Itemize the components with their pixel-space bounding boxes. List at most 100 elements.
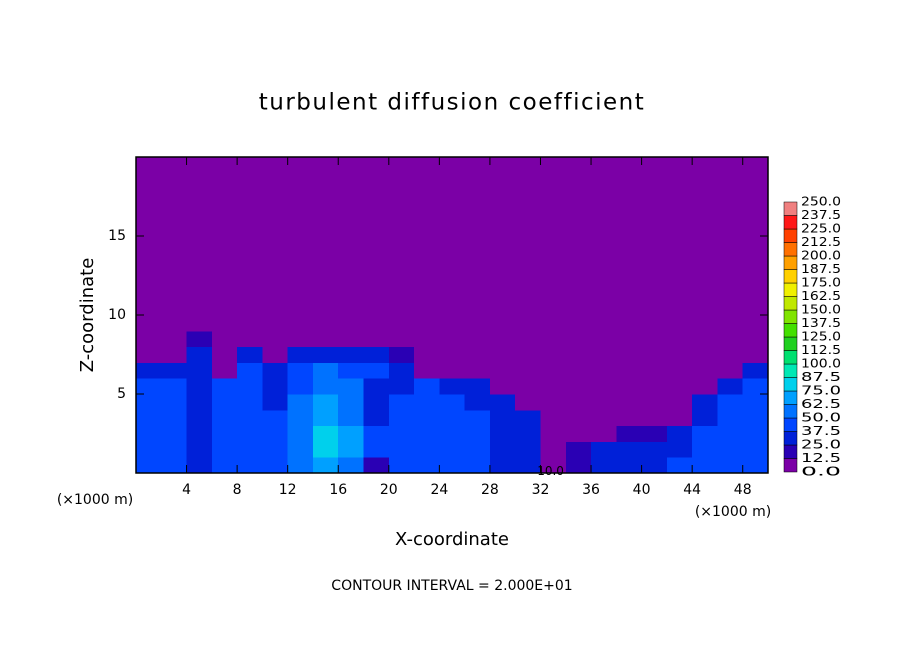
cell [540,457,567,474]
cell [338,346,365,363]
cell [565,362,592,379]
colorbar-swatch [783,228,798,243]
cell [388,394,415,411]
cell [540,315,567,332]
cell [616,346,643,363]
cell [464,346,491,363]
cell [692,441,718,458]
colorbar-swatch [783,363,798,378]
cell [591,346,617,363]
colorbar-swatch [783,323,798,338]
colorbar-label: 212.5 [801,235,841,249]
cell [287,457,314,474]
colorbar-swatch [783,269,798,284]
cell [312,362,339,379]
cell [237,457,263,474]
cell [388,441,415,458]
cell [515,157,541,316]
x-tick-label: 20 [380,482,398,498]
colorbar-swatch [783,377,798,392]
cell [414,157,440,316]
cell [439,394,466,411]
unit-label: (×1000 m) [695,504,771,520]
cell [565,441,592,458]
cell [666,441,693,458]
cell [161,457,188,474]
cell [262,330,289,348]
x-tick-label: 40 [633,482,651,498]
cell [515,441,541,458]
colorbar-swatch [783,215,798,230]
cell [591,330,617,348]
cell [489,157,516,316]
cell [211,362,238,379]
cell [464,315,491,332]
cell [161,394,188,411]
cell [237,394,263,411]
colorbar-swatch [783,444,798,459]
cell [616,330,643,348]
cell [540,362,567,379]
cell [363,362,390,379]
cell [237,441,263,458]
cell [338,330,365,348]
cell [717,441,744,458]
cell [666,157,693,316]
cell [692,362,718,379]
cell [464,362,491,379]
cell [414,457,440,474]
colorbar-swatch [783,390,798,405]
cell [211,425,238,442]
cell [641,425,668,442]
cell [211,315,238,332]
cell [363,441,390,458]
cell [666,346,693,363]
cell [489,330,516,348]
cell [641,346,668,363]
cell [515,457,541,474]
cell [565,409,592,427]
cell [641,378,668,395]
cell [666,425,693,442]
colorbar-label: 112.5 [801,343,841,357]
cell [186,425,213,442]
cell [692,315,718,332]
cell [489,409,516,427]
cell [489,315,516,332]
cell [464,378,491,395]
cell [237,378,263,395]
chart-title: turbulent diffusion coefficient [259,90,646,116]
cell [414,330,440,348]
cell [237,362,263,379]
colorbar-label: 0.0 [801,465,841,479]
cell [616,425,643,442]
cell [591,394,617,411]
cell [312,157,339,316]
colorbar-swatch [783,296,798,311]
cell [262,378,289,395]
cell [338,457,365,474]
cell [338,362,365,379]
colorbar-label: 200.0 [801,249,841,263]
cell [540,441,567,458]
cell [439,362,466,379]
cell [616,315,643,332]
cell [262,157,289,316]
cell [338,157,365,316]
cell [692,330,718,348]
cell [363,425,390,442]
cell [136,346,162,363]
footer: CONTOUR INTERVAL = 2.000E+01 [331,578,572,594]
cell [439,378,466,395]
cell [136,378,162,395]
cell [515,409,541,427]
cell [338,425,365,442]
cell [641,409,668,427]
colorbar-swatch [783,458,798,473]
cell [312,441,339,458]
cell [540,394,567,411]
cell [414,378,440,395]
cell [515,394,541,411]
cell [464,409,491,427]
cell [161,441,188,458]
